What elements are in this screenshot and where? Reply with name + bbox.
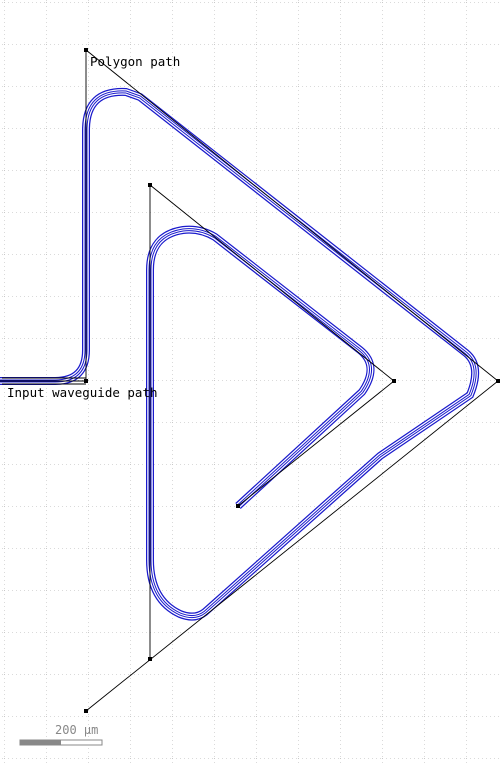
vertex-handle[interactable] xyxy=(496,379,500,383)
vertex-handle[interactable] xyxy=(84,48,88,52)
vertex-handle[interactable] xyxy=(84,709,88,713)
vertex-handle[interactable] xyxy=(392,379,396,383)
vertex-handle[interactable] xyxy=(148,657,152,661)
input-waveguide-path-label: Input waveguide path xyxy=(7,385,158,400)
vertex-handle[interactable] xyxy=(148,183,152,187)
vertex-handle[interactable] xyxy=(236,504,240,508)
inner-waveguide[interactable] xyxy=(146,225,375,560)
scale-bar xyxy=(19,739,103,746)
polygon-path-label: Polygon path xyxy=(90,54,181,69)
vertex-handle[interactable] xyxy=(84,379,88,383)
scale-bar-label: 200 µm xyxy=(55,723,99,737)
control-vertices[interactable] xyxy=(84,48,500,713)
